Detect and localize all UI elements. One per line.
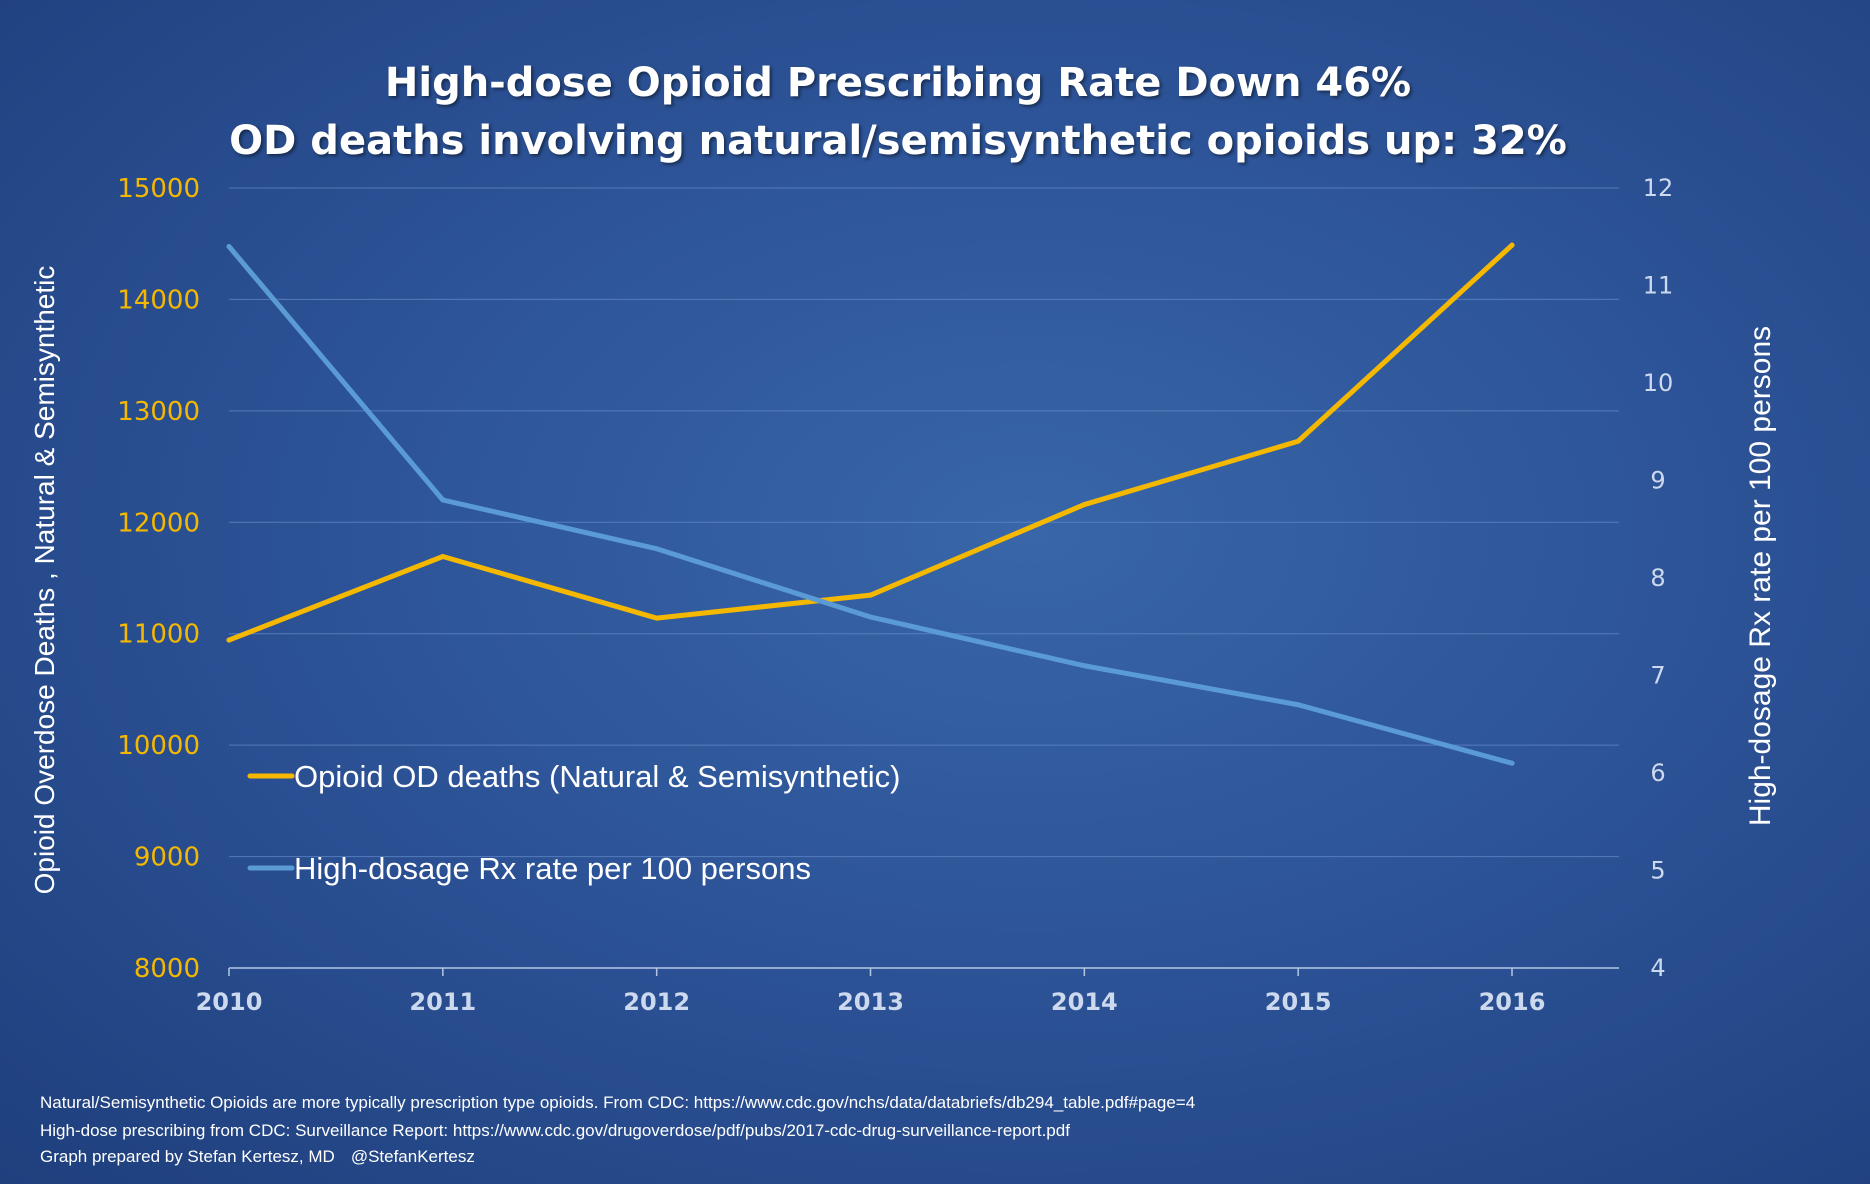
axes	[228, 967, 1619, 976]
chart-title-line-1: High-dose Opioid Prescribing Rate Down 4…	[384, 60, 1412, 106]
data-point	[226, 244, 232, 249]
credit-handle: @StefanKertesz	[350, 1147, 475, 1166]
data-point	[868, 592, 873, 598]
data-point	[1295, 438, 1301, 444]
y-right-tick-label: 6	[1650, 759, 1665, 787]
x-tick-label: 2011	[409, 988, 476, 1016]
y-right-tick-label: 11	[1643, 272, 1674, 300]
y-left-tick-label: 14000	[117, 285, 200, 315]
x-tick-label: 2016	[1479, 988, 1546, 1016]
y-right-tick-label: 7	[1650, 662, 1665, 690]
x-tick-label: 2014	[1051, 988, 1118, 1016]
legend-label-1: Opioid OD deaths (Natural & Semisyntheti…	[294, 759, 900, 794]
data-point	[1081, 663, 1087, 669]
y-left-tick-label: 13000	[117, 397, 200, 427]
footnote-source-deaths: Natural/Semisynthetic Opioids are more t…	[40, 1093, 1196, 1112]
y-left-tick-label: 10000	[117, 731, 200, 761]
x-tick-label: 2013	[837, 988, 904, 1016]
data-point	[226, 637, 232, 643]
y-right-tick-label: 12	[1643, 174, 1674, 202]
legend: Opioid OD deaths (Natural & Semisyntheti…	[247, 759, 900, 886]
axis-labels: 2010 2011 2012 2013 2014 2015 2016 8000 9000 1000…	[29, 174, 1777, 1016]
data-point	[1081, 502, 1087, 508]
series-line-1	[226, 242, 1515, 643]
y-right-tick-label: 9	[1650, 467, 1665, 495]
series-lines	[226, 242, 1515, 766]
footnote-source-prescribing: High-dose prescribing from CDC: Surveill…	[40, 1121, 1070, 1140]
y-right-tick-label: 5	[1650, 857, 1665, 885]
x-tick-label: 2012	[623, 988, 690, 1016]
chart-title-line-2: OD deaths involving natural/semisyntheti…	[229, 118, 1567, 164]
data-point	[1509, 760, 1515, 766]
y-right-tick-label: 10	[1643, 369, 1674, 397]
y-left-tick-label: 8000	[134, 954, 200, 984]
gridlines	[229, 187, 1619, 858]
y-left-tick-label: 9000	[134, 843, 200, 873]
y-left-tick-label: 15000	[117, 174, 200, 204]
data-point	[654, 546, 660, 552]
data-point	[868, 614, 873, 620]
footnote-credit: Graph prepared by Stefan Kertesz, MD @Ste…	[40, 1147, 475, 1167]
y-left-axis-title: Opioid Overdose Deaths , Natural & Semis…	[29, 266, 60, 895]
y-right-tick-label: 8	[1650, 564, 1665, 592]
data-point	[440, 497, 446, 503]
data-point	[654, 615, 660, 621]
data-point	[440, 553, 446, 559]
data-point	[1295, 702, 1301, 708]
x-tick-label: 2010	[196, 988, 263, 1016]
series-line-2	[226, 244, 1515, 766]
x-tick-label: 2015	[1265, 988, 1332, 1016]
legend-label-2: High-dosage Rx rate per 100 persons	[294, 851, 811, 886]
y-left-tick-label: 12000	[117, 508, 200, 538]
y-left-tick-label: 11000	[117, 620, 200, 650]
credit-author: Graph prepared by Stefan Kertesz, MD	[40, 1147, 335, 1166]
y-right-tick-label: 4	[1650, 954, 1665, 982]
data-point	[1509, 242, 1515, 248]
y-right-axis-title: High-dosage Rx rate per 100 persons	[1744, 326, 1777, 826]
